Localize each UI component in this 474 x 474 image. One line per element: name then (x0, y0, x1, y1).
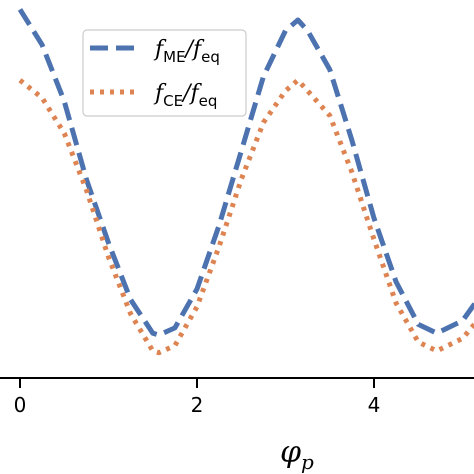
series-line-2 (18, 77, 474, 356)
x-axis-label-main: φ (280, 435, 301, 470)
x-axis-ticks: 0 2 4 (14, 378, 381, 417)
plot-area (17, 8, 474, 356)
legend-label-1: fME/feq (153, 37, 220, 66)
series-line-1 (17, 8, 474, 338)
x-tick-label: 2 (191, 393, 204, 417)
x-axis-label-subscript: p (301, 450, 314, 474)
x-axis-label: φp (280, 435, 314, 474)
x-tick-label: 4 (368, 393, 381, 417)
x-tick-label: 0 (14, 393, 27, 417)
